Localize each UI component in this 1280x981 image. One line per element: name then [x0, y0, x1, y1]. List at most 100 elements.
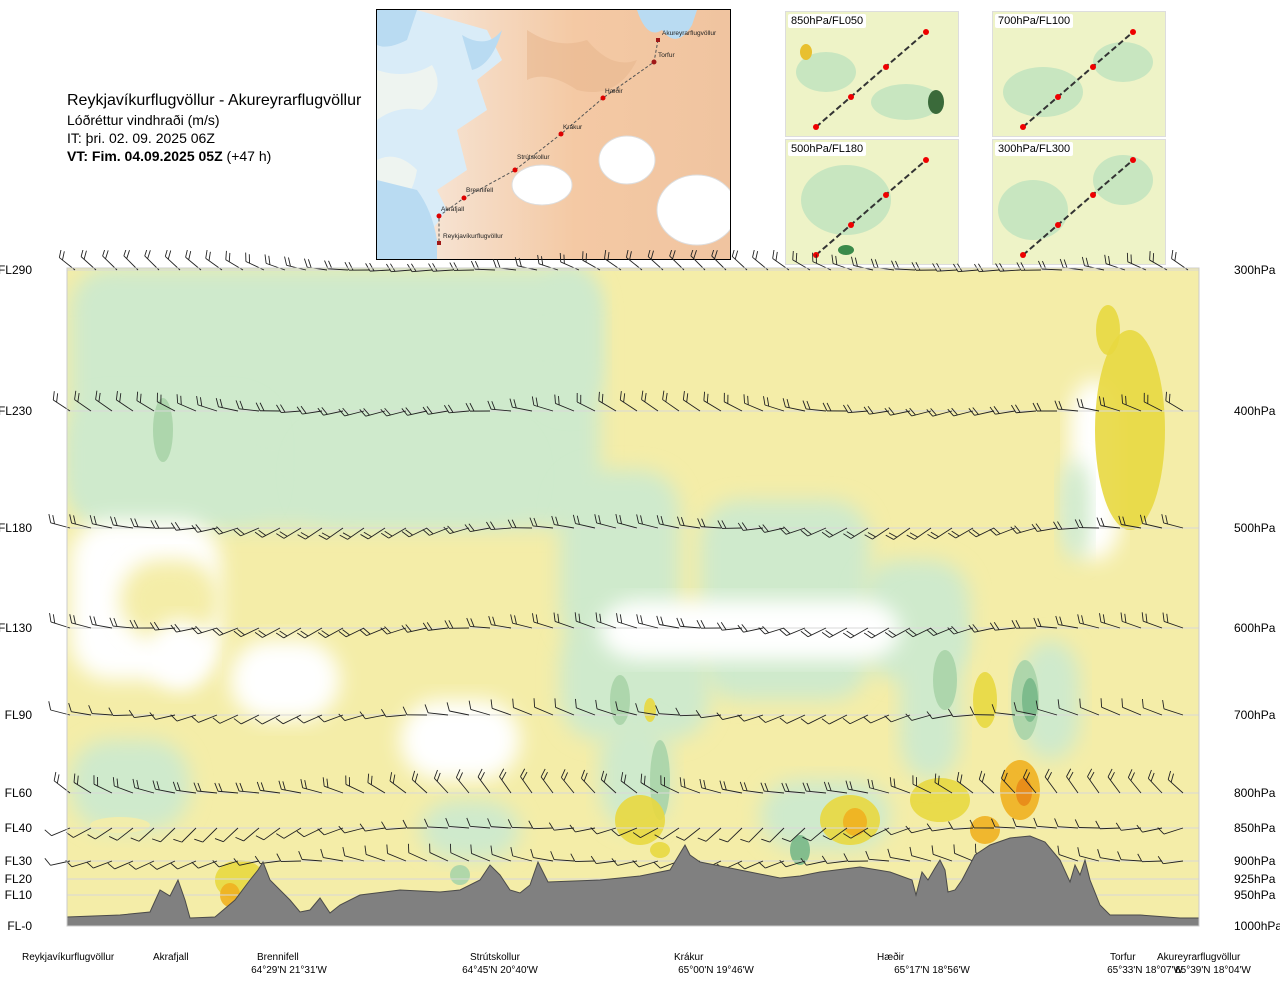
- wind-barb: [107, 860, 134, 870]
- field-cell: [933, 650, 957, 710]
- field-region: [1060, 460, 1090, 560]
- wind-barb: [278, 780, 302, 794]
- wind-barb: [275, 627, 302, 639]
- waypoint-name: Reykjavíkurflugvöllur: [22, 952, 115, 963]
- chart-title: Reykjavíkurflugvöllur - Akureyrarflugvöl…: [67, 92, 362, 109]
- waypoint-name: Hæðir: [877, 951, 905, 963]
- wind-barb: [424, 818, 449, 829]
- wind-barb: [422, 622, 449, 631]
- wind-barb: [429, 843, 449, 862]
- wind-barb: [843, 853, 869, 862]
- wind-barb: [322, 777, 344, 794]
- axis-labels: FL290 300hPa FL230 400hPa FL180 500hPa FL130 60…: [0, 263, 1280, 933]
- wind-barb: [443, 525, 470, 535]
- wind-barb: [717, 520, 743, 529]
- wind-barb: [298, 851, 323, 862]
- wind-barb: [455, 769, 470, 794]
- wind-barb: [632, 860, 659, 868]
- wind-barb: [989, 527, 1016, 536]
- wind-barb: [235, 782, 260, 794]
- wind-barb: [636, 614, 659, 629]
- wind-barb: [338, 627, 365, 638]
- wind-barb: [464, 523, 491, 533]
- wind-barb: [487, 818, 512, 829]
- wind-barb: [367, 773, 386, 794]
- wind-barb: [276, 827, 302, 839]
- wind-barb: [598, 391, 617, 412]
- wind-barb: [69, 514, 92, 529]
- wind-barb: [604, 250, 622, 271]
- field-region: [230, 640, 340, 720]
- wind-barb: [1147, 769, 1163, 794]
- wind-barb: [1107, 768, 1121, 794]
- wind-barb: [170, 860, 197, 870]
- wind-barb: [800, 857, 827, 866]
- map-label-torfur: Torfur: [658, 52, 675, 59]
- wind-barb: [1079, 698, 1100, 716]
- wind-barb: [1054, 400, 1079, 412]
- wind-barb: [1001, 769, 1016, 794]
- wind-barb: [905, 713, 932, 721]
- wind-barb: [884, 407, 911, 416]
- wind-barb: [338, 825, 365, 834]
- wind-barb: [499, 768, 512, 794]
- wind-barb: [991, 704, 1016, 716]
- wind-barb: [716, 622, 743, 631]
- fl-tick-label: FL30: [5, 854, 33, 868]
- thumbnail-700hpa[interactable]: 700hPa/FL100: [992, 11, 1166, 137]
- wind-barb: [44, 827, 71, 837]
- wind-barb: [1016, 262, 1042, 271]
- field-region: [900, 600, 960, 780]
- field-cell: [910, 778, 970, 822]
- wind-barb: [906, 527, 932, 540]
- wind-barb: [477, 768, 491, 794]
- map-marker-akureyri: [656, 38, 660, 42]
- wind-barb: [1139, 514, 1163, 529]
- wind-barb: [123, 250, 139, 271]
- wind-barb: [1141, 698, 1163, 716]
- wind-barb: [215, 398, 239, 412]
- wind-barb: [164, 250, 181, 271]
- thumbnail-300hpa[interactable]: 300hPa/FL300: [992, 139, 1166, 265]
- wind-barb: [339, 527, 365, 540]
- wind-barb: [731, 250, 748, 271]
- wind-barb: [233, 527, 260, 537]
- wind-barb: [512, 698, 533, 716]
- wind-barb: [1127, 769, 1142, 794]
- plot-frame: [66, 267, 1200, 927]
- field-region: [300, 430, 530, 520]
- wind-barb: [655, 705, 680, 716]
- wind-barb: [779, 714, 806, 724]
- field-cell: [644, 698, 656, 722]
- wind-barb: [719, 827, 743, 843]
- wind-barb: [130, 518, 155, 529]
- thumbnail-500hpa[interactable]: 500hPa/FL180: [785, 139, 959, 265]
- wind-barb: [449, 262, 475, 271]
- wind-barb: [991, 818, 1016, 829]
- wind-barb: [660, 775, 680, 794]
- wind-barb: [821, 714, 848, 725]
- fl-tick-label: FL90: [5, 708, 33, 722]
- cross-section-chart: FL290 300hPa FL230 400hPa FL180 500hPa FL130 60…: [0, 250, 1280, 976]
- wind-barb: [969, 819, 995, 829]
- wind-barb: [948, 708, 974, 718]
- wind-barb: [822, 402, 848, 412]
- wind-barb: [152, 780, 176, 794]
- wind-barb: [300, 779, 323, 794]
- wind-barb: [763, 396, 785, 412]
- wind-barb: [576, 393, 596, 412]
- wind-barb: [723, 392, 743, 412]
- wind-barb: [574, 612, 596, 629]
- wind-barb: [149, 621, 176, 631]
- wind-barb: [1120, 612, 1142, 629]
- wind-barb: [233, 714, 260, 725]
- thumbnail-850hpa[interactable]: 850hPa/FL050: [785, 11, 959, 137]
- wind-barb: [1118, 515, 1142, 529]
- hpa-tick-label: 1000hPa: [1234, 919, 1280, 933]
- wind-barb: [926, 711, 953, 720]
- wind-barb: [44, 858, 71, 866]
- wind-barb: [867, 778, 890, 794]
- wind-barb: [466, 817, 491, 829]
- fl-tick-label: FL180: [0, 521, 32, 535]
- hpa-tick-label: 900hPa: [1234, 854, 1276, 868]
